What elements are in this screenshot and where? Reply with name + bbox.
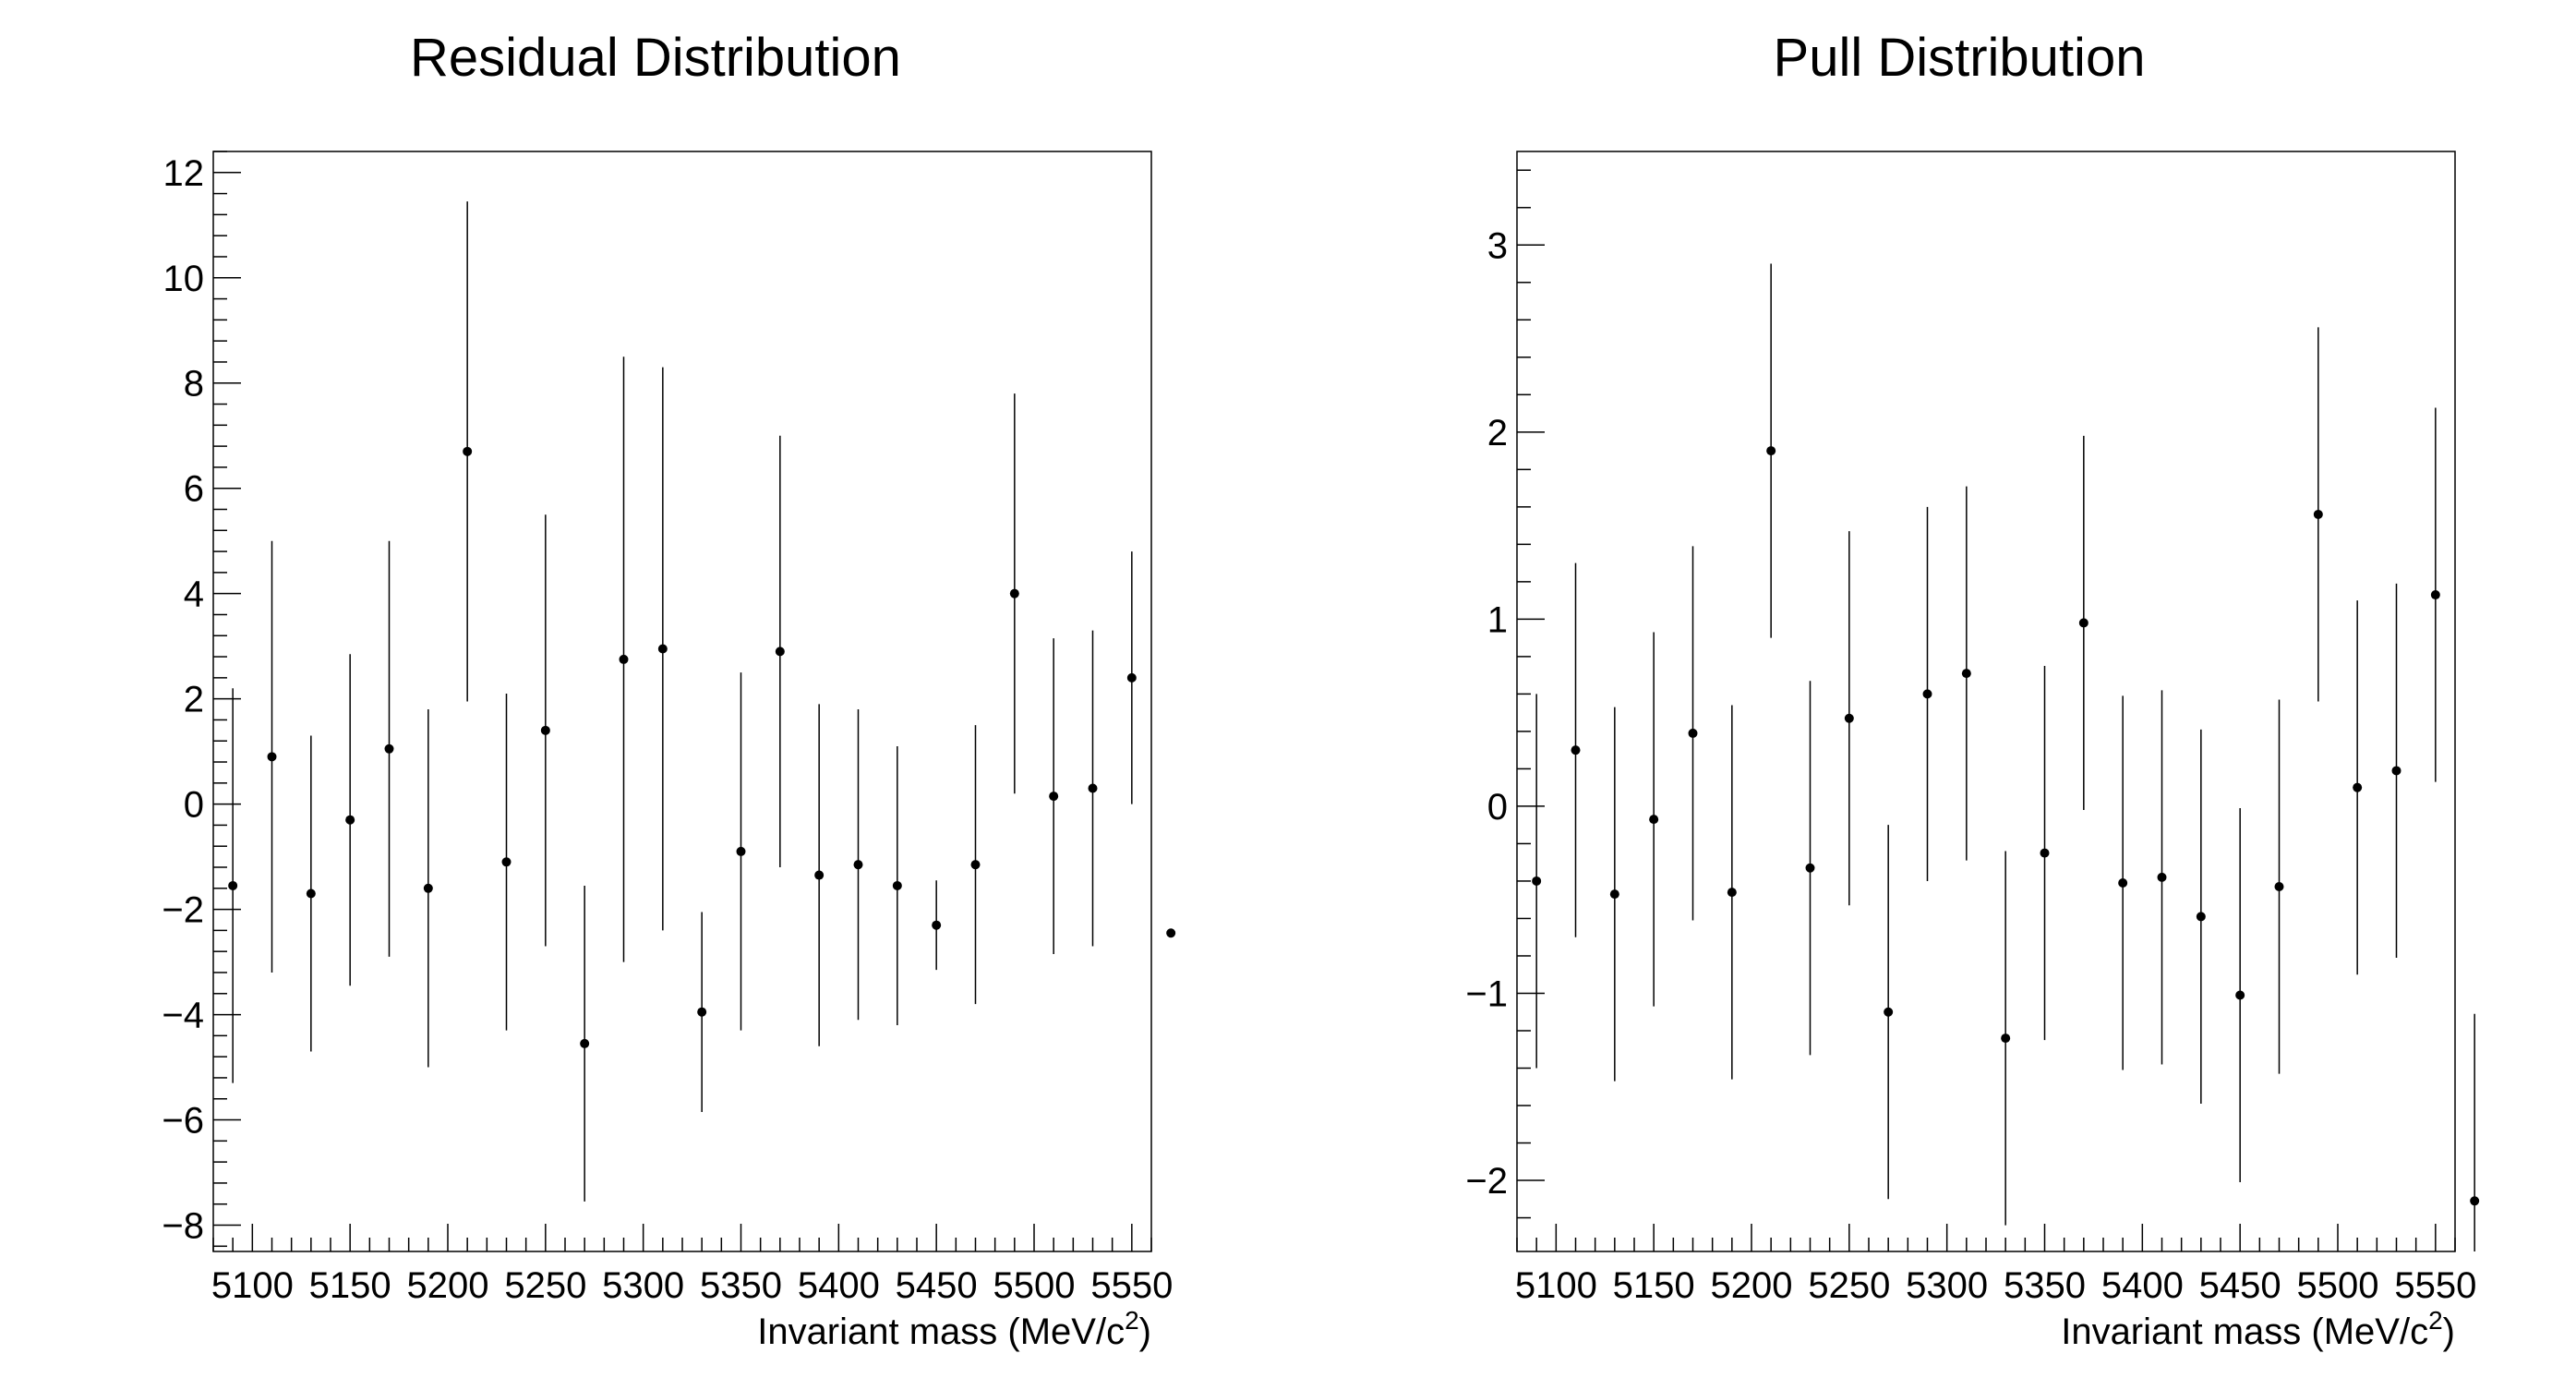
residual-y-tick-label: −2 <box>162 890 204 931</box>
residual-data-point <box>306 888 316 899</box>
pull-y-tick-label: 0 <box>1487 787 1508 828</box>
residual-data-point <box>1009 588 1019 598</box>
residual-data-point <box>1166 928 1176 938</box>
residual-y-tick-label: 0 <box>184 785 204 826</box>
pull-data-point <box>1766 446 1776 456</box>
residual-data-point <box>267 752 277 762</box>
residual-data-point <box>384 743 394 754</box>
pull-x-tick-label: 5100 <box>1515 1265 1597 1306</box>
residual-data-point <box>775 647 785 657</box>
residual-data-point <box>932 920 942 930</box>
pull-data-point <box>1532 876 1542 886</box>
residual-chart-title: Residual Distribution <box>410 28 901 88</box>
pull-plot-frame <box>1516 151 2456 1252</box>
pull-data-point <box>1961 669 1971 679</box>
residual-data-point <box>892 880 902 890</box>
residual-y-tick-label: 12 <box>163 153 205 194</box>
residual-data-point <box>501 857 512 867</box>
pull-x-tick-label: 5200 <box>1711 1265 1793 1306</box>
residual-data-point <box>345 815 355 825</box>
residual-y-tick-label: 4 <box>184 574 204 615</box>
residual-x-tick-label: 5250 <box>504 1265 586 1306</box>
pull-data-point <box>2470 1196 2480 1206</box>
pull-data-point <box>1884 1007 1894 1017</box>
pull-data-point <box>2001 1033 2011 1044</box>
residual-y-tick-label: 10 <box>163 259 205 299</box>
residual-data-point <box>619 654 629 664</box>
pull-data-point <box>1609 889 1619 900</box>
pull-data-point <box>2430 590 2440 600</box>
pull-data-point <box>2157 872 2167 882</box>
pull-y-tick-label: 3 <box>1487 225 1508 266</box>
pull-data-point <box>2391 766 2401 776</box>
residual-data-point <box>853 860 863 870</box>
residual-data-point <box>423 883 433 893</box>
pull-x-tick-label: 5550 <box>2394 1265 2476 1306</box>
pull-x-tick-label: 5150 <box>1613 1265 1695 1306</box>
pull-data-point <box>1727 888 1737 898</box>
pull-data-point <box>2118 877 2128 888</box>
pull-data-point <box>2313 509 2323 519</box>
residual-y-tick-label: −8 <box>162 1206 204 1247</box>
residual-x-tick-label: 5500 <box>993 1265 1076 1306</box>
pull-data-point <box>1922 689 1932 699</box>
residual-data-point <box>540 725 550 735</box>
pull-x-tick-label: 5500 <box>2297 1265 2379 1306</box>
residual-x-tick-label: 5450 <box>896 1265 978 1306</box>
residual-x-tick-label: 5300 <box>602 1265 684 1306</box>
residual-x-tick-label: 5400 <box>798 1265 880 1306</box>
residual-data-point <box>657 644 668 654</box>
pull-x-tick-label: 5300 <box>1906 1265 1988 1306</box>
residual-x-tick-label: 5150 <box>309 1265 391 1306</box>
residual-x-tick-label: 5550 <box>1090 1265 1173 1306</box>
residual-x-tick-label: 5350 <box>700 1265 782 1306</box>
residual-data-point <box>1088 783 1098 793</box>
residual-data-point <box>580 1038 590 1048</box>
residual-y-tick-label: 6 <box>184 469 204 510</box>
pull-data-point <box>1805 863 1815 873</box>
pull-y-tick-label: −1 <box>1465 973 1508 1014</box>
pull-chart-title: Pull Distribution <box>1774 28 2146 88</box>
residual-data-point <box>814 870 825 880</box>
residual-data-point <box>697 1007 707 1017</box>
residual-x-tick-label: 5100 <box>211 1265 294 1306</box>
pull-data-point <box>1649 815 1659 825</box>
residual-panel: Residual Distribution −8 −6 −4 −2 0 2 4 6 8 10 12 51… <box>162 28 1176 1352</box>
pull-x-tick-label: 5450 <box>2199 1265 2281 1306</box>
residual-data-point <box>1126 672 1137 683</box>
residual-y-tick-label: −6 <box>162 1101 204 1142</box>
residual-data-point <box>228 880 238 890</box>
pull-x-tick-label: 5250 <box>1808 1265 1890 1306</box>
pull-data-point <box>2235 990 2245 1000</box>
pull-data-point <box>2196 912 2206 922</box>
pull-panel: Pull Distribution −2 −1 0 1 2 3 5100 5150 5200 525… <box>1465 28 2480 1352</box>
pull-y-tick-label: 2 <box>1487 413 1508 453</box>
residual-y-tick-label: 2 <box>184 680 204 720</box>
residual-x-tick-label: 5200 <box>407 1265 489 1306</box>
residual-data-point <box>1049 792 1059 802</box>
pull-data-point <box>2078 618 2088 628</box>
pull-data-point <box>1844 713 1854 723</box>
pull-x-tick-label: 5350 <box>2004 1265 2086 1306</box>
pull-data-point <box>1571 745 1581 755</box>
residual-y-tick-label: 8 <box>184 364 204 405</box>
residual-data-point <box>463 446 473 456</box>
residual-data-point <box>736 846 746 856</box>
pull-y-tick-label: −2 <box>1465 1161 1508 1202</box>
pull-data-point <box>2274 882 2284 892</box>
pull-data-point <box>2353 782 2363 792</box>
pull-x-axis-label: Invariant mass (MeV/c2) <box>2061 1306 2455 1352</box>
residual-plot-frame <box>212 151 1152 1252</box>
residual-x-axis-label: Invariant mass (MeV/c2) <box>757 1306 1151 1352</box>
pull-y-tick-label: 1 <box>1487 599 1508 640</box>
residual-data-point <box>970 860 981 870</box>
pull-data-point <box>1688 728 1698 738</box>
pull-data-point <box>2040 848 2050 858</box>
residual-y-tick-label: −4 <box>162 996 204 1036</box>
pull-x-tick-label: 5400 <box>2101 1265 2184 1306</box>
